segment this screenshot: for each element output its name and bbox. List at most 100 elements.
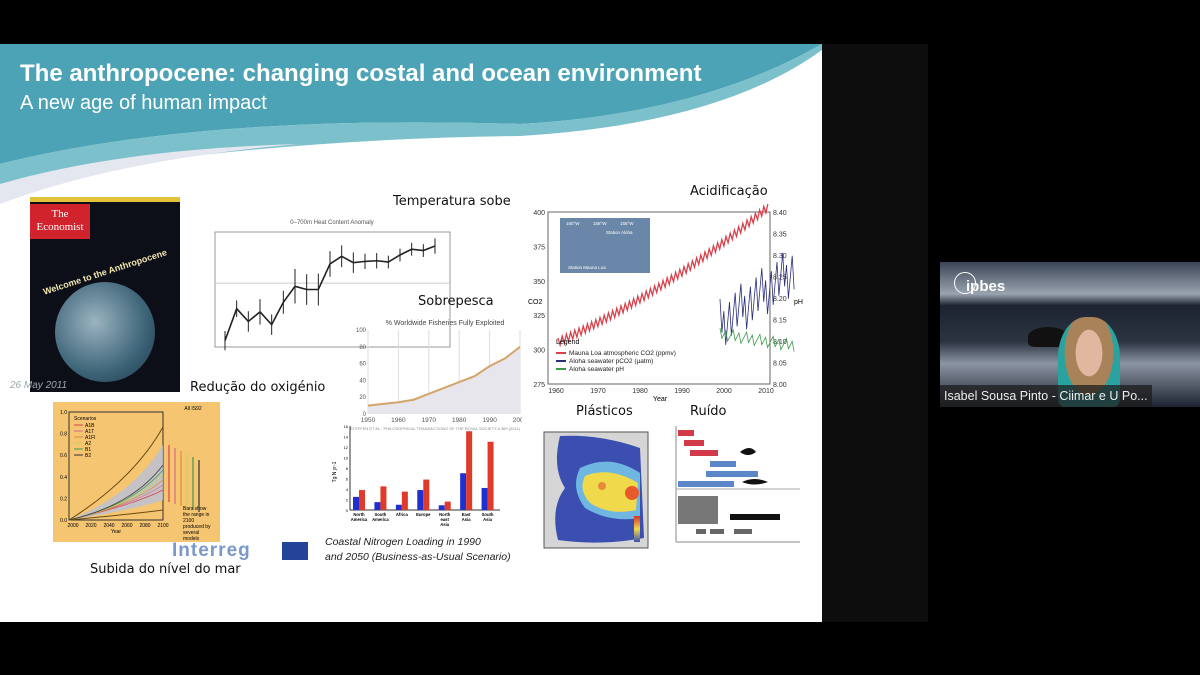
participant-name-label: Isabel Sousa Pinto - Ciimar e U Po... bbox=[940, 385, 1152, 407]
range-note: several bbox=[183, 530, 199, 536]
y-tick: 12 bbox=[344, 445, 349, 450]
label-oxygen: Redução do oxigénio bbox=[190, 380, 326, 395]
lower-bound-line bbox=[68, 509, 164, 521]
y-tick: 0.0 bbox=[60, 518, 67, 524]
participant-video-tile[interactable]: ipbes Isabel Sousa Pinto - Ciimar e U Po… bbox=[940, 262, 1200, 407]
y-tick: 40 bbox=[359, 378, 366, 384]
bar-2050 bbox=[466, 431, 473, 510]
bar-1990 bbox=[374, 502, 381, 510]
map-label: 156°W bbox=[620, 221, 634, 226]
range-note: the range in bbox=[183, 512, 210, 518]
globe-image bbox=[55, 282, 155, 382]
bar-1990 bbox=[353, 496, 359, 510]
orca-image bbox=[1028, 327, 1068, 347]
map-label: 160°W bbox=[566, 221, 580, 226]
y2-tick: 8.20 bbox=[773, 296, 787, 303]
category-label: Africa bbox=[396, 512, 409, 517]
y-tick: 6 bbox=[346, 477, 349, 482]
y-tick: 80 bbox=[359, 345, 366, 351]
ipbes-logo-icon bbox=[954, 272, 976, 294]
category-label: Asia bbox=[462, 517, 472, 522]
y-tick: 20 bbox=[359, 395, 366, 401]
series-line bbox=[367, 346, 521, 407]
y-tick: 100 bbox=[356, 328, 367, 334]
presentation-slide: The anthropocene: changing costal and oc… bbox=[0, 44, 822, 622]
label-temperature: Temperatura sobe bbox=[393, 194, 511, 209]
x-tick: 1980 bbox=[452, 417, 467, 424]
scenario-line bbox=[68, 464, 164, 521]
y-tick: 0 bbox=[363, 412, 367, 418]
mauna-loa-series bbox=[557, 204, 769, 348]
economist-cover: The Economist Welcome to the Anthropocene bbox=[30, 197, 180, 392]
range-note: models bbox=[183, 536, 200, 542]
bar-2050 bbox=[487, 441, 494, 510]
label-noise: Ruído bbox=[690, 404, 727, 419]
screen-share-margin bbox=[822, 44, 928, 622]
category-label: North bbox=[353, 512, 365, 517]
noise-figure bbox=[675, 426, 800, 543]
bar-1990 bbox=[481, 487, 488, 510]
x-tick: 1990 bbox=[482, 417, 497, 424]
station-map bbox=[560, 218, 650, 273]
y-tick: 16 bbox=[344, 424, 349, 429]
acidification-chart: 2753003253503754008.008.058.108.158.208.… bbox=[528, 204, 803, 403]
nitrogen-chart: Tg N yr-10246810121416NorthAmericaSouthA… bbox=[332, 424, 500, 527]
x-tick: 1980 bbox=[632, 388, 648, 395]
x-tick: 2040 bbox=[103, 523, 114, 529]
x-tick: 1960 bbox=[391, 417, 406, 424]
y2-tick: 8.15 bbox=[773, 318, 787, 325]
x-tick: 2000 bbox=[513, 417, 522, 424]
y-tick: 0 bbox=[346, 508, 349, 513]
x-tick: 2010 bbox=[758, 388, 774, 395]
category-label: Europe bbox=[416, 512, 431, 517]
category-label: America bbox=[351, 517, 368, 522]
plot-frame bbox=[214, 231, 451, 348]
range-note: 2100 bbox=[183, 518, 194, 524]
source-note: SOURCE: WILL STEFFEN ET AL., PHILOSOPHIC… bbox=[350, 426, 521, 431]
y-tick: 14 bbox=[344, 435, 349, 440]
y-tick: 8 bbox=[346, 466, 349, 471]
x-tick: 1960 bbox=[548, 388, 564, 395]
y-tick: 300 bbox=[533, 348, 545, 355]
bar-1990 bbox=[438, 505, 445, 510]
label-sea-level: Subida do nível do mar bbox=[90, 562, 241, 577]
map-label: Station Aloha bbox=[606, 230, 633, 235]
chart-background bbox=[53, 402, 220, 542]
bar-2050 bbox=[359, 490, 365, 510]
category-label: North bbox=[439, 512, 451, 517]
all-label: All IS92 bbox=[184, 406, 201, 412]
y-tick: 275 bbox=[533, 382, 545, 389]
y-tick: 350 bbox=[533, 279, 545, 286]
map-label: 158°W bbox=[593, 221, 607, 226]
area-fill bbox=[368, 346, 520, 414]
chart-title: 0–700m Heat Content Anomaly bbox=[290, 220, 373, 226]
map-label: Station Mauna Loa bbox=[568, 265, 606, 270]
header-swoosh bbox=[0, 44, 822, 204]
nitrogen-caption-1: Coastal Nitrogen Loading in 1990 bbox=[325, 536, 481, 548]
slide-title: The anthropocene: changing costal and oc… bbox=[20, 60, 702, 87]
uncertainty-band bbox=[69, 445, 163, 520]
x-tick: 2020 bbox=[85, 523, 96, 529]
y-tick: 0.4 bbox=[60, 475, 67, 481]
bar-2050 bbox=[444, 501, 451, 510]
category-label: America bbox=[372, 517, 389, 522]
category-label: South bbox=[374, 512, 386, 517]
legend-item: Aloha seawater pCO2 (µatm) bbox=[569, 358, 653, 365]
range-note: Bars show bbox=[183, 506, 207, 512]
y-tick: 2 bbox=[346, 498, 349, 503]
y2-label: pH bbox=[794, 299, 803, 306]
slide-subtitle: A new age of human impact bbox=[20, 92, 267, 114]
legend-item: Aloha seawater pH bbox=[569, 366, 624, 373]
x-tick: 1970 bbox=[422, 417, 437, 424]
category-label: Asia bbox=[483, 517, 493, 522]
legend-item: Mauna Loa atmospheric CO2 (ppmv) bbox=[569, 350, 676, 357]
y2-tick: 8.00 bbox=[773, 382, 787, 389]
y-tick: 4 bbox=[346, 487, 349, 492]
y-tick: 10 bbox=[344, 456, 349, 461]
bar-1990 bbox=[417, 490, 424, 510]
legend-title: Scenarios bbox=[74, 416, 97, 422]
y2-tick: 8.40 bbox=[773, 210, 787, 217]
range-note: produced by bbox=[183, 524, 211, 530]
x-tick: 2060 bbox=[121, 523, 132, 529]
upper-bound-line bbox=[68, 426, 164, 521]
